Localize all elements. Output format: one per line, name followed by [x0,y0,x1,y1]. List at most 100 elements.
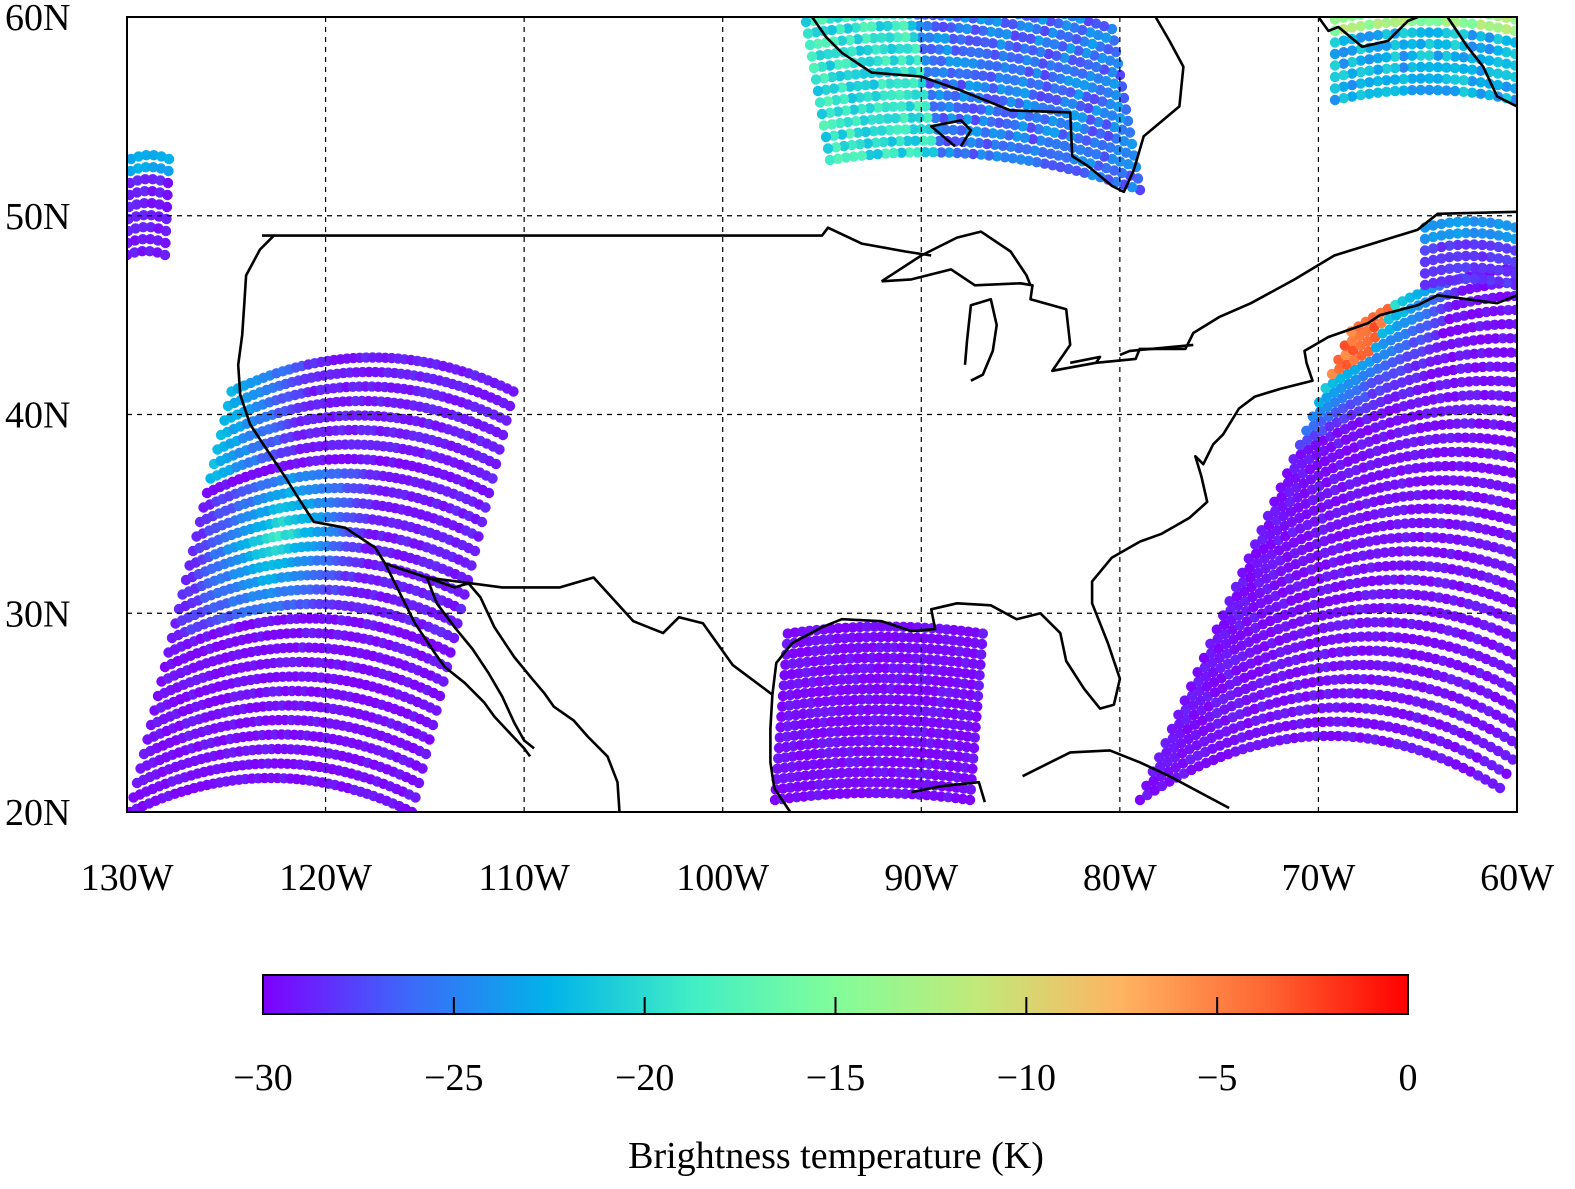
scan-point [802,28,814,39]
scan-point [1527,572,1537,582]
scan-point [1545,382,1555,392]
scan-point [990,5,1000,15]
colorbar-title: Brightness temperature (K) [628,1135,1044,1177]
colorbar-tick-label: −25 [424,1057,483,1099]
scan-point [1541,321,1551,331]
scan-point [820,131,832,143]
scan-point [864,17,875,21]
lon-tick-label: 70W [1281,857,1355,899]
scan-point [964,0,974,1]
scan-point [162,177,174,189]
scan-point [1517,408,1527,418]
scan-point [1531,523,1541,533]
scan-point [926,0,936,9]
lat-tick-label: 30N [5,593,70,635]
scan-point [1549,582,1559,592]
scan-point [1561,553,1571,563]
scan-point [1546,529,1556,539]
scan-point [816,108,828,120]
scan-point [928,17,938,21]
scan-point [1523,504,1533,514]
lon-tick-label: 90W [884,857,958,899]
scan-point [163,165,174,177]
swath-points [127,0,1575,812]
scan-point [856,17,867,21]
scan-point [1524,520,1534,530]
scan-point [1559,501,1569,511]
scan-point [1564,340,1574,350]
scan-point [1441,5,1451,15]
scan-point [1518,551,1528,561]
scan-point [1565,486,1575,496]
scan-point [1543,614,1553,624]
scan-point [1525,305,1535,315]
scan-point [1557,354,1567,364]
scan-point [1027,1,1037,11]
scan-point [1563,324,1573,334]
scan-point [1510,422,1517,433]
scan-point [970,722,981,733]
scan-point [1552,655,1562,665]
scan-point [1537,628,1547,638]
scan-point [159,249,171,261]
scan-point [969,732,980,743]
scan-point [1567,279,1575,289]
scan-point [1544,367,1554,377]
scan-point [804,39,816,51]
scan-point [1563,590,1573,600]
scan-point [1532,411,1542,421]
scan-point [490,458,502,470]
scan-point [958,1,968,11]
scan-point [1569,557,1575,567]
scan-point [1568,539,1575,549]
scan-point [977,628,988,639]
scan-point [942,0,952,10]
scan-point [1568,294,1575,304]
scan-point [1544,262,1554,272]
scan-point [1338,47,1349,58]
scan-point [1541,578,1551,588]
lon-tick-label: 120W [279,857,372,899]
scan-point [1509,71,1517,83]
colorbar-tick-label: 0 [1399,1057,1418,1099]
scan-point [1329,48,1341,60]
scan-point [824,154,836,166]
scan-point [996,0,1006,5]
scan-point [831,1,841,11]
scan-point [424,734,435,745]
scan-point [1547,414,1557,424]
scan-point [1536,610,1546,620]
scan-point [1538,509,1548,519]
scan-point [1004,0,1014,6]
scan-point [1557,466,1567,476]
scan-point [964,794,976,806]
scan-point [1529,607,1539,617]
scan-point [1533,557,1543,567]
scan-point [1398,5,1408,15]
scan-point [1513,721,1517,732]
scan-point [1509,406,1517,418]
scan-point [815,3,825,13]
scan-point [1552,636,1562,646]
scan-point [1560,402,1570,412]
scan-point [1548,564,1558,574]
scan-point [162,189,173,201]
colorbar-tick-label: −20 [615,1057,674,1099]
scan-point [1526,441,1536,451]
scan-point [823,2,833,12]
scan-point [1545,512,1555,522]
coastline-segment [880,230,1032,286]
scan-point [1536,365,1546,375]
scan-point [466,560,477,571]
scan-point [1568,404,1575,414]
scan-point [918,0,928,8]
coastline-segment [1069,355,1102,365]
lat-tick-label: 40N [5,395,70,437]
scan-point [854,0,864,9]
scan-point [813,0,823,2]
scan-point [1523,276,1533,286]
scan-point [406,806,418,812]
scan-point [1509,25,1517,37]
scan-point [1043,5,1053,15]
scan-point [1559,263,1569,273]
